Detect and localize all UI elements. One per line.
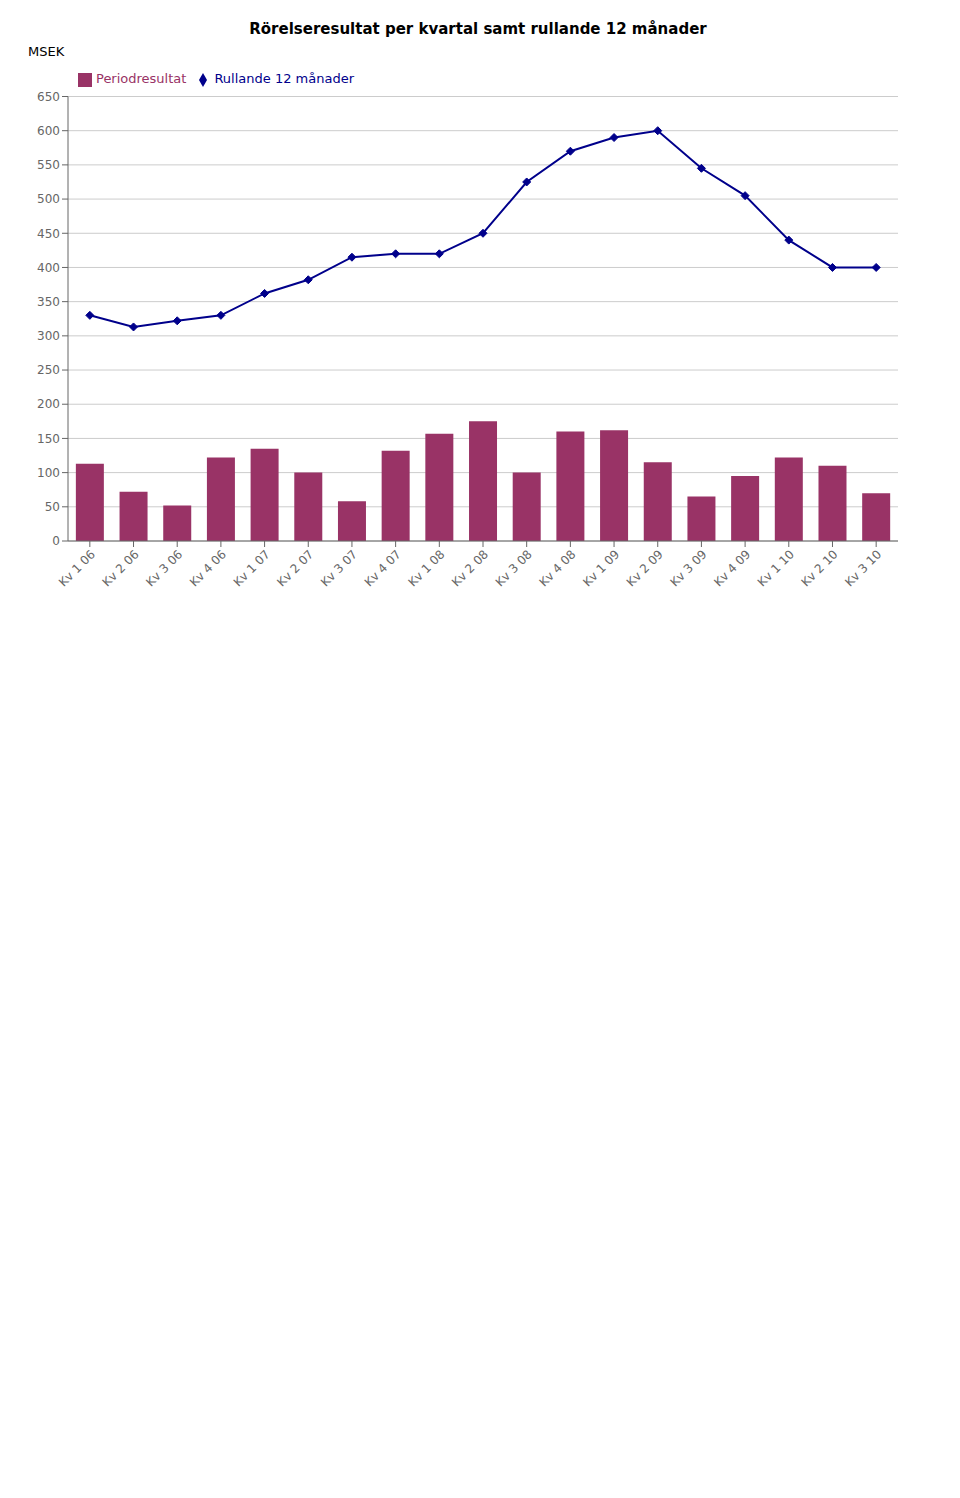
svg-text:Kv 2 06: Kv 2 06 (100, 547, 142, 589)
svg-text:Kv 4 07: Kv 4 07 (362, 547, 404, 589)
html-text:Rörelseresultat per kvartal sa: Rörelseresultat per kvartal samt rulland… (249, 20, 707, 38)
svg-text:Kv 4 08: Kv 4 08 (536, 547, 578, 589)
svg-text:Kv 3 07: Kv 3 07 (318, 547, 360, 589)
svg-text:400: 400 (37, 261, 60, 275)
svg-text:Kv 1 09: Kv 1 09 (580, 547, 622, 589)
svg-text:500: 500 (37, 192, 60, 206)
svg-text:Kv 1 06: Kv 1 06 (56, 547, 98, 589)
svg-text:250: 250 (37, 363, 60, 377)
svg-text:100: 100 (37, 466, 60, 480)
svg-text:300: 300 (37, 329, 60, 343)
svg-text:Kv 2 10: Kv 2 10 (799, 547, 841, 589)
svg-text:50: 50 (45, 500, 60, 514)
svg-text:450: 450 (37, 227, 60, 241)
html-text:Periodresultat: Periodresultat (96, 71, 187, 86)
svg-text:Kv 2 08: Kv 2 08 (449, 547, 491, 589)
html-text:MSEK: MSEK (28, 44, 65, 59)
svg-text:Kv 4 09: Kv 4 09 (711, 547, 753, 589)
svg-text:600: 600 (37, 124, 60, 138)
svg-text:Kv 1 08: Kv 1 08 (405, 547, 447, 589)
svg-text:200: 200 (37, 397, 60, 411)
svg-text:Kv 3 08: Kv 3 08 (493, 547, 535, 589)
svg-text:150: 150 (37, 432, 60, 446)
svg-text:Kv 3 10: Kv 3 10 (842, 547, 884, 589)
svg-text:Kv 4 06: Kv 4 06 (187, 547, 229, 589)
svg-text:Kv 3 09: Kv 3 09 (667, 547, 709, 589)
svg-text:Kv 1 07: Kv 1 07 (231, 547, 273, 589)
svg-text:350: 350 (37, 295, 60, 309)
svg-text:0: 0 (52, 534, 60, 548)
svg-text:Kv 3 06: Kv 3 06 (143, 547, 185, 589)
svg-text:Kv 2 07: Kv 2 07 (274, 547, 316, 589)
svg-text:650: 650 (37, 90, 60, 104)
html-text:Rullande 12 månader: Rullande 12 månader (214, 71, 354, 86)
svg-text:Kv 2 09: Kv 2 09 (624, 547, 666, 589)
svg-text:Kv 1 10: Kv 1 10 (755, 547, 797, 589)
svg-text:550: 550 (37, 158, 60, 172)
